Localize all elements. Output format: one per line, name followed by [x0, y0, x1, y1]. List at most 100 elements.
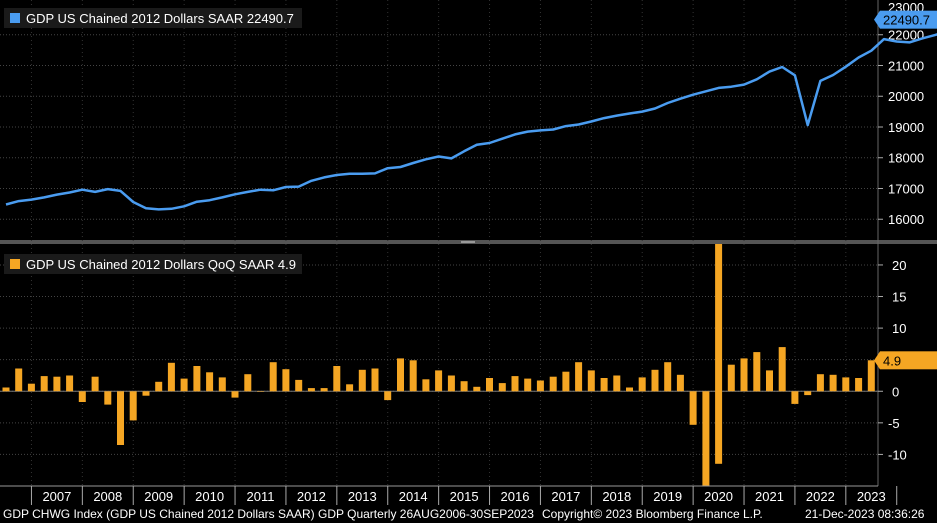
- qoq-bar: [460, 381, 468, 392]
- ytick-label-bottom: 20: [892, 258, 906, 273]
- qoq-bar: [486, 378, 493, 392]
- qoq-bar: [829, 374, 837, 392]
- qoq-bar: [664, 362, 672, 392]
- qoq-bar: [447, 375, 455, 392]
- qoq-bar: [333, 366, 341, 392]
- panel-divider-handle: [461, 241, 475, 243]
- qoq-bar: [587, 370, 595, 392]
- qoq-bar: [727, 364, 735, 392]
- footer-timestamp: 21-Dec-2023 08:36:26: [805, 507, 925, 521]
- last-value-gdp-level-box: [880, 10, 937, 29]
- footer-ticker: GDP CHWG Index (GDP US Chained 2012 Doll…: [3, 507, 534, 521]
- qoq-bar: [346, 384, 354, 392]
- ytick-label-bottom: -10: [888, 447, 907, 462]
- qoq-bar: [409, 360, 417, 392]
- xtick-label: 2019: [653, 489, 682, 504]
- qoq-bar: [244, 374, 252, 392]
- qoq-bar: [218, 377, 226, 392]
- xtick-label: 2021: [755, 489, 784, 504]
- xtick-label: 2011: [247, 489, 275, 504]
- qoq-bar: [142, 391, 150, 396]
- qoq-bar: [231, 391, 239, 398]
- qoq-bar: [295, 379, 303, 392]
- ytick-label-top: 16000: [888, 212, 924, 227]
- ytick-label-top: 17000: [888, 181, 924, 196]
- footer: GDP CHWG Index (GDP US Chained 2012 Doll…: [0, 505, 937, 523]
- qoq-bar: [193, 366, 201, 392]
- legend-gdp-level-text: GDP US Chained 2012 Dollars SAAR 22490.7: [26, 11, 294, 26]
- ytick-label-bottom: 0: [892, 384, 899, 399]
- qoq-bar: [740, 358, 748, 392]
- qoq-bar: [638, 377, 646, 392]
- qoq-bar: [257, 391, 264, 392]
- qoq-bar: [626, 387, 633, 392]
- qoq-bar: [397, 358, 404, 392]
- footer-copyright: Copyright© 2023 Bloomberg Finance L.P.: [542, 507, 763, 521]
- qoq-bar: [15, 368, 23, 392]
- qoq-bar: [651, 369, 659, 392]
- xtick-label: 2007: [42, 489, 71, 504]
- qoq-bar: [422, 379, 430, 392]
- qoq-bar: [40, 376, 48, 392]
- qoq-bar: [689, 391, 697, 425]
- qoq-bar: [27, 383, 35, 392]
- qoq-bar: [473, 386, 481, 392]
- qoq-bar: [435, 370, 443, 392]
- qoq-bar: [307, 388, 315, 392]
- xtick-label: 2009: [144, 489, 173, 504]
- qoq-bar: [155, 381, 163, 392]
- qoq-bar: [715, 244, 723, 464]
- qoq-bar: [53, 376, 61, 392]
- xtick-label: 2022: [806, 489, 835, 504]
- qoq-bar: [702, 391, 710, 486]
- xtick-label: 2020: [704, 489, 733, 504]
- xtick-label: 2013: [348, 489, 377, 504]
- qoq-bar: [613, 375, 621, 392]
- qoq-bar: [855, 378, 863, 392]
- qoq-bar: [549, 376, 557, 392]
- qoq-bar: [180, 378, 188, 392]
- ytick-label-top: 20000: [888, 89, 924, 104]
- legend-gdp-level-box: [4, 8, 302, 28]
- ytick-label-top: 21000: [888, 58, 924, 73]
- qoq-bar: [78, 391, 86, 402]
- legend-gdp-qoq-box: [4, 254, 302, 274]
- qoq-bar: [676, 374, 684, 392]
- ytick-label-bottom: 10: [892, 321, 906, 336]
- xtick-label: 2015: [450, 489, 479, 504]
- qoq-bar: [2, 387, 10, 392]
- legend-gdp-qoq-text: GDP US Chained 2012 Dollars QoQ SAAR 4.9: [26, 257, 296, 272]
- qoq-bar: [104, 391, 112, 405]
- xtick-label: 2017: [551, 489, 580, 504]
- ytick-label-top: 19000: [888, 120, 924, 135]
- xtick-label: 2018: [602, 489, 631, 504]
- qoq-bar: [562, 371, 570, 392]
- qoq-bar: [358, 369, 366, 392]
- gdp-level-line: [5, 33, 937, 211]
- qoq-bar: [867, 360, 875, 392]
- qoq-bar: [129, 391, 137, 421]
- last-value-gdp-qoq: 4.9: [883, 353, 901, 368]
- qoq-bar: [498, 383, 506, 392]
- xtick-label: 2008: [93, 489, 122, 504]
- xtick-label: 2010: [195, 489, 224, 504]
- qoq-bar: [778, 347, 786, 392]
- qoq-bar: [575, 362, 583, 392]
- legend-gdp-qoq-swatch: [10, 259, 20, 269]
- legend-gdp-qoq: GDP US Chained 2012 Dollars QoQ SAAR 4.9: [4, 254, 302, 274]
- qoq-bar: [282, 369, 290, 392]
- qoq-bar: [766, 370, 773, 392]
- qoq-bar: [384, 391, 392, 401]
- qoq-bar: [753, 352, 761, 392]
- qoq-bar: [536, 380, 544, 392]
- qoq-bar: [804, 391, 812, 396]
- qoq-bar: [511, 376, 519, 392]
- ytick-label-bottom: 15: [892, 290, 906, 305]
- last-value-gdp-level: 22490.7: [883, 13, 930, 28]
- xtick-label: 2023: [857, 489, 886, 504]
- ytick-label-top: 18000: [888, 151, 924, 166]
- qoq-bar: [600, 378, 608, 392]
- qoq-bar: [371, 368, 379, 392]
- qoq-bar: [524, 378, 532, 392]
- qoq-bar: [816, 374, 824, 392]
